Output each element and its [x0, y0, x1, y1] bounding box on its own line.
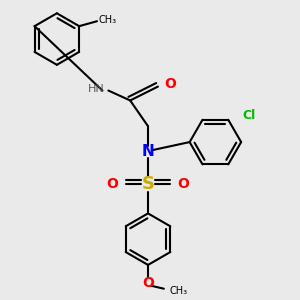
- Text: O: O: [164, 76, 176, 91]
- Text: CH₃: CH₃: [99, 15, 117, 25]
- Text: O: O: [106, 177, 118, 191]
- Text: CH₃: CH₃: [170, 286, 188, 296]
- Text: O: O: [142, 276, 154, 290]
- Text: HN: HN: [88, 84, 104, 94]
- Text: N: N: [142, 145, 154, 160]
- Text: O: O: [178, 177, 190, 191]
- Text: S: S: [142, 175, 154, 193]
- Text: Cl: Cl: [242, 109, 255, 122]
